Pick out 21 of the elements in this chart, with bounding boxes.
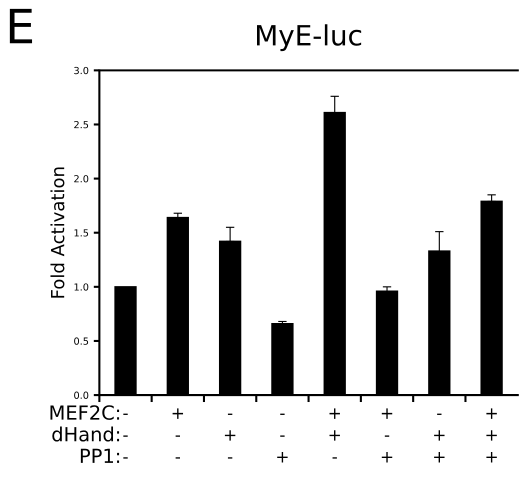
text: dHand: <box>52 426 120 442</box>
y-tick-label: 0.0 <box>74 392 88 399</box>
x-tick-label: + + + <box>486 408 497 463</box>
y-tick-label: 2.0 <box>74 175 88 182</box>
category-label: - - - <box>123 414 128 459</box>
text: PP1: <box>80 448 120 463</box>
category-label: + - - <box>172 408 184 459</box>
y-tick-label: 2.5 <box>74 120 88 128</box>
text: E <box>10 8 32 44</box>
y-tick-label: 1.0 <box>74 283 88 291</box>
category-label: - - + <box>277 414 288 463</box>
text: MEF2C: <box>50 405 120 420</box>
x-tick-label: - + + <box>434 414 445 463</box>
x-tick-label: + - + <box>382 408 392 463</box>
y-tick-label: 0.5 <box>74 337 88 345</box>
x-tick-label: + + - <box>330 408 340 459</box>
y-tick-label: 3.0 <box>74 66 88 74</box>
x-tick-label: - + - <box>224 414 236 459</box>
y-axis-title: Fold Activation <box>50 168 64 298</box>
y-tick-label: 1.5 <box>74 229 88 237</box>
chart-title: MyE-luc <box>257 24 362 52</box>
